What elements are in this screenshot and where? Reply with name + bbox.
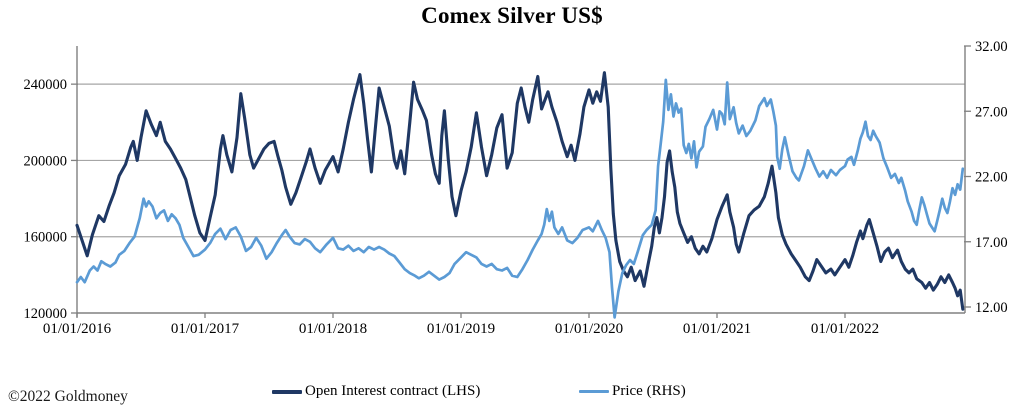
chart-title: Comex Silver US$	[421, 3, 603, 28]
legend-label-open-interest: Open Interest contract (LHS)	[305, 383, 481, 399]
x-axis-tick-label: 01/01/2021	[683, 321, 751, 337]
y-left-tick-label: 120000	[24, 306, 68, 322]
y-left-tick-label: 200000	[24, 153, 68, 169]
y-right-tick-label: 17.00	[975, 235, 1008, 251]
x-axis-tick-label: 01/01/2016	[43, 321, 112, 337]
price-line-swatch	[579, 390, 609, 393]
y-left-tick-label: 240000	[24, 77, 68, 93]
legend-item-price: Price (RHS)	[579, 383, 686, 400]
y-left-tick-label: 160000	[24, 230, 68, 246]
open-interest-line-swatch	[272, 389, 302, 394]
y-right-tick-label: 32.00	[975, 39, 1008, 55]
y-right-tick-label: 12.00	[975, 300, 1008, 316]
x-axis-tick-label: 01/01/2022	[811, 321, 879, 337]
legend-item-open-interest: Open Interest contract (LHS)	[272, 383, 480, 400]
y-right-tick-label: 27.00	[975, 104, 1008, 120]
copyright-text: ©2022 Goldmoney	[8, 388, 128, 405]
x-axis-tick-label: 01/01/2017	[171, 321, 240, 337]
x-axis-tick-label: 01/01/2020	[555, 321, 623, 337]
x-axis-tick-label: 01/01/2018	[299, 321, 367, 337]
open-interest-series-line	[75, 71, 965, 311]
legend-label-price: Price (RHS)	[612, 383, 686, 399]
y-right-tick-label: 22.00	[975, 170, 1008, 186]
x-axis-tick-label: 01/01/2019	[427, 321, 495, 337]
price-series-line	[75, 78, 965, 319]
